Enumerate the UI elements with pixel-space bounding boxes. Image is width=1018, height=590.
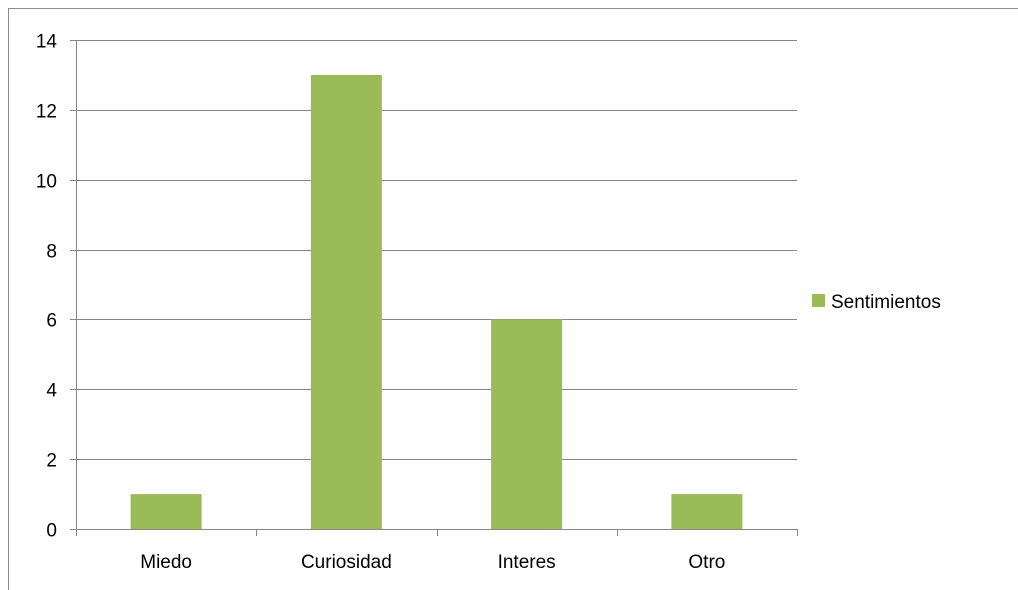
x-axis-tick-labels: Miedo Curiosidad Interes Otro — [140, 552, 725, 573]
y-tick-label: 4 — [46, 381, 57, 402]
bars — [130, 74, 743, 529]
y-tick-label: 6 — [46, 311, 57, 332]
axes — [70, 40, 798, 536]
x-tick-label-curiosidad: Curiosidad — [301, 552, 392, 573]
x-tick-label-otro: Otro — [688, 552, 725, 573]
legend-swatch — [812, 294, 825, 307]
legend-label: Sentimientos — [831, 292, 941, 313]
bar-miedo — [130, 494, 202, 529]
y-tick-label: 8 — [46, 242, 57, 263]
y-tick-label: 0 — [46, 521, 57, 542]
y-tick-label: 10 — [36, 172, 57, 193]
y-tick-label: 12 — [36, 102, 57, 123]
x-tick-label-miedo: Miedo — [140, 552, 192, 573]
y-axis-tick-labels: 0 2 4 6 8 10 12 14 — [36, 32, 58, 542]
gridlines — [76, 40, 797, 460]
bar-interes — [491, 319, 563, 529]
y-tick-label: 14 — [36, 32, 58, 53]
legend: Sentimientos — [812, 292, 941, 313]
y-tick-label: 2 — [46, 451, 57, 472]
bar-otro — [671, 494, 743, 529]
x-tick-label-interes: Interes — [498, 552, 556, 573]
bar-curiosidad — [310, 74, 382, 529]
